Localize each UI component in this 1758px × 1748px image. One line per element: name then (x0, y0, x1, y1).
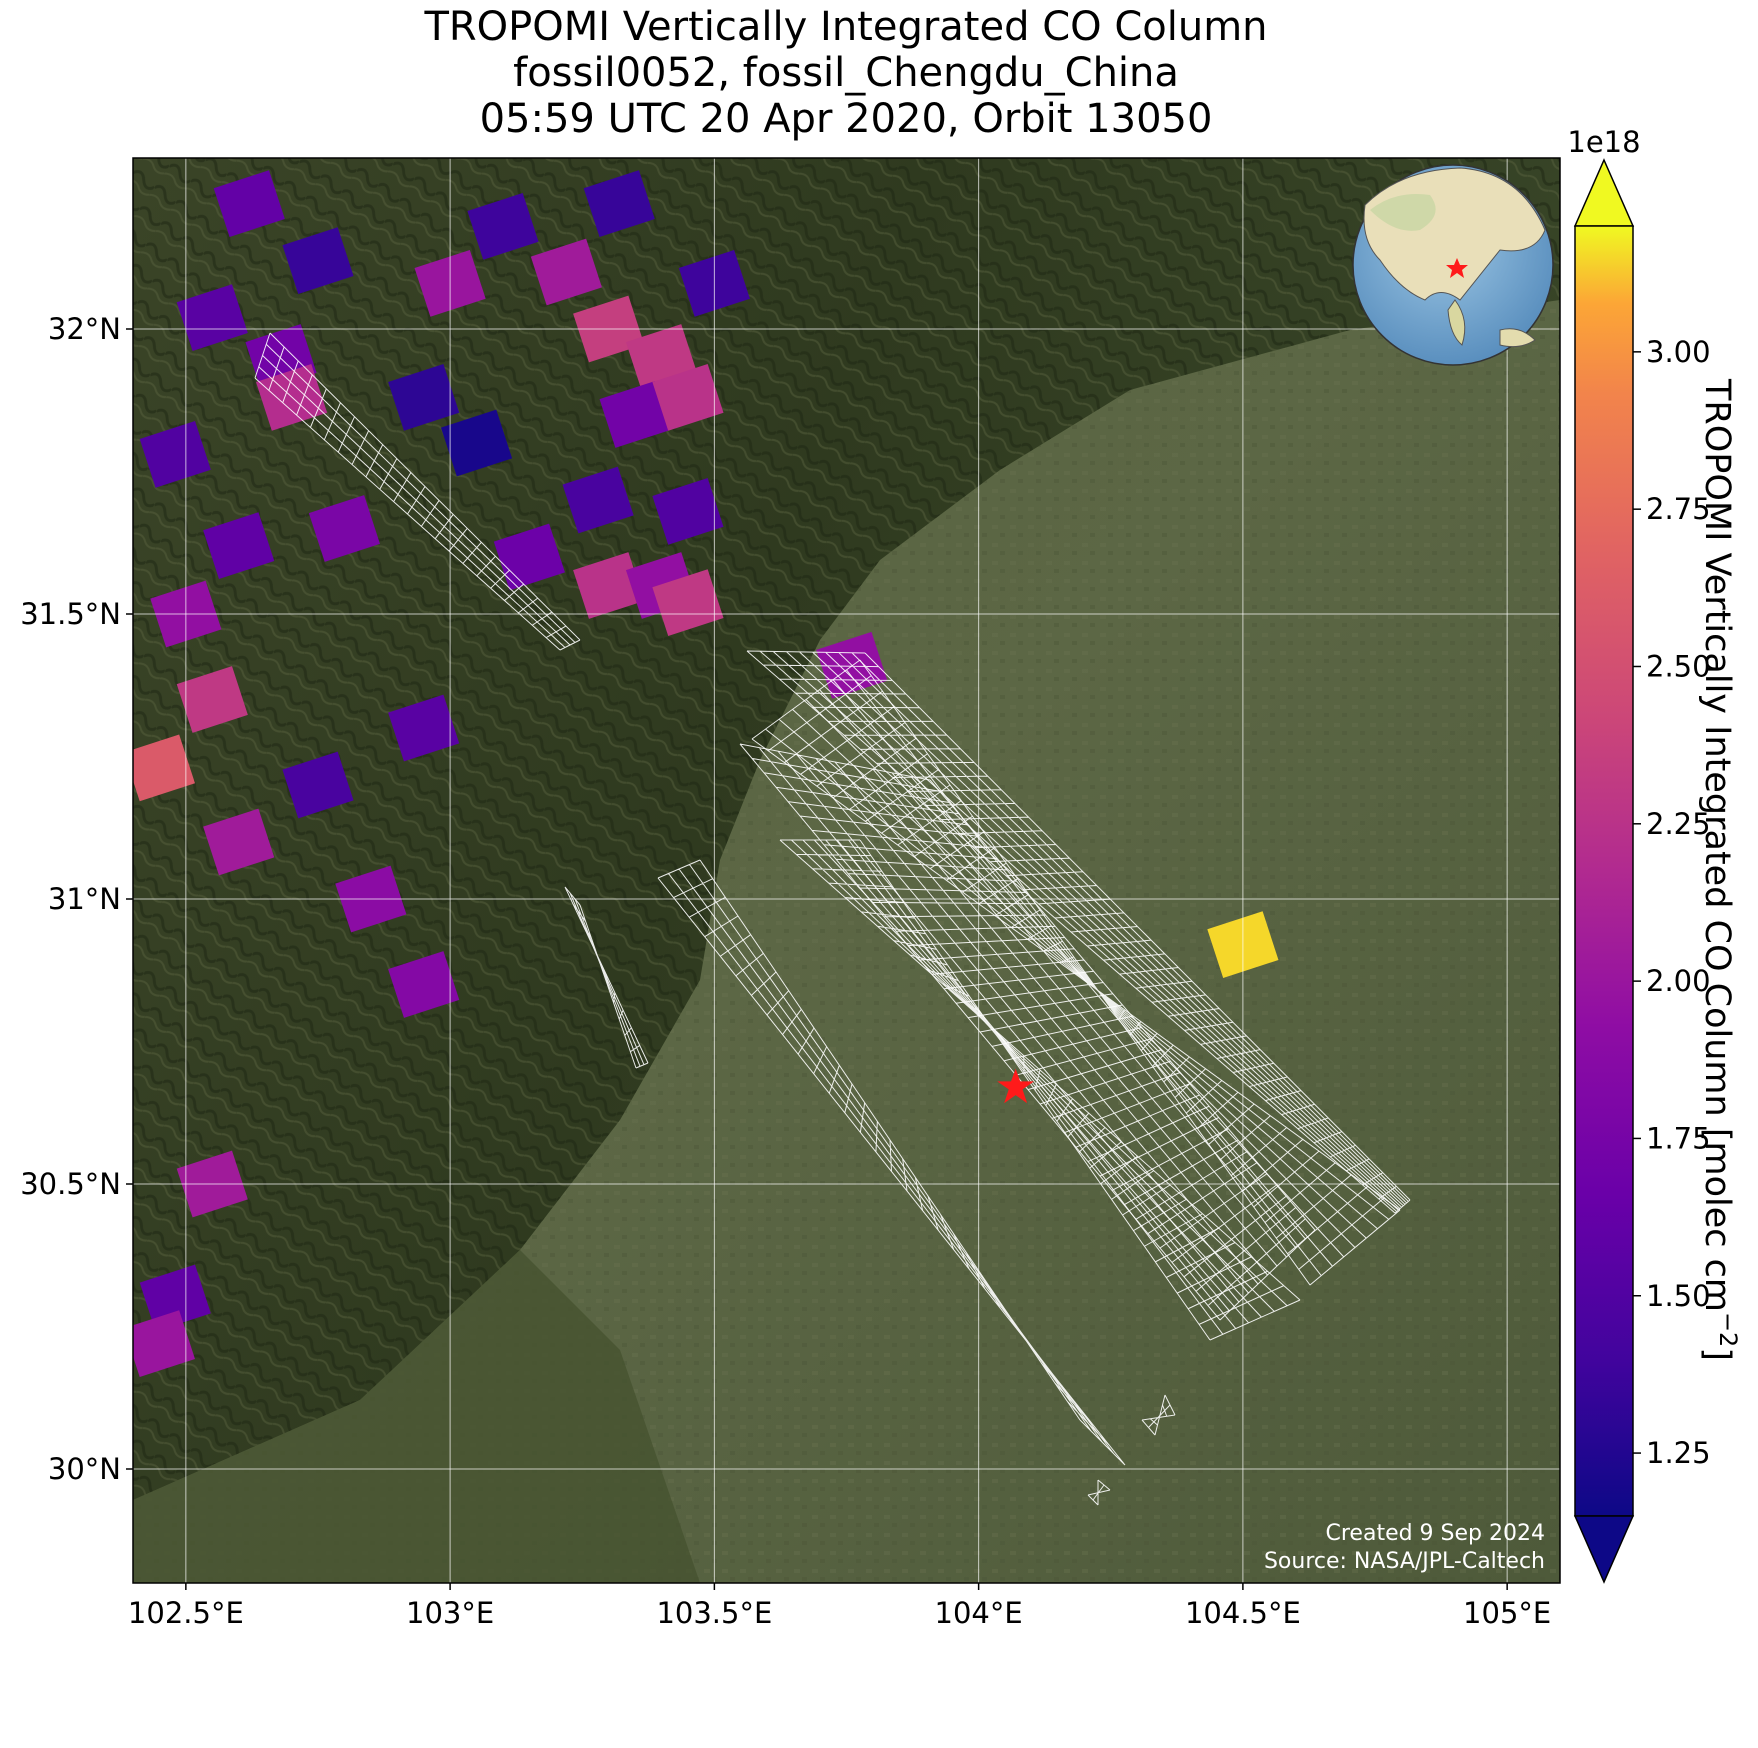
co-pixel (562, 466, 634, 534)
co-pixel (652, 364, 724, 431)
co-pixel (139, 1264, 211, 1332)
y-tick-label: 31.5°N (20, 597, 121, 631)
x-tick-label: 104.5°E (1185, 1596, 1301, 1630)
colorbar-exponent: 1e18 (1567, 125, 1640, 159)
co-pixel (652, 478, 724, 545)
empty-swath-mesh (746, 650, 1411, 1214)
globe-star-icon (1446, 258, 1468, 278)
x-tick-label: 103.5°E (656, 1596, 772, 1630)
basemap-ridges (133, 158, 1560, 1500)
co-pixel-layer (133, 170, 1279, 1377)
co-pixel (388, 364, 460, 431)
co-pixel (282, 227, 354, 294)
x-tick-label: 104°E (935, 1596, 1023, 1630)
title-line-3: 05:59 UTC 20 Apr 2020, Orbit 13050 (480, 96, 1213, 142)
globe-inset (1352, 164, 1554, 366)
globe-land-peninsula (1447, 299, 1466, 346)
co-pixel (176, 284, 248, 351)
co-pixel (133, 1310, 195, 1377)
credit-source: Source: NASA/JPL-Caltech (1264, 1549, 1545, 1574)
colorbar-tick-label: 3.00 (1646, 335, 1711, 369)
colorbar-label-exponent: −2 (1714, 1312, 1742, 1347)
y-tick-label: 31°N (48, 882, 121, 916)
co-pixel (203, 808, 275, 876)
basemap-southwest-hills (133, 1250, 700, 1583)
empty-swath-mesh (657, 859, 1126, 1466)
empty-swath-mesh (1141, 1394, 1176, 1436)
colorbar: 1.25 1.50 1.75 2.00 2.25 2.50 2.75 3.00 1e18 TR… (1567, 125, 1742, 1584)
co-pixel (203, 512, 275, 579)
map-frame (132, 157, 1561, 1584)
x-axis-ticks: 102.5°E 103°E 103.5°E 104°E 104.5°E 105°E (128, 1583, 1551, 1630)
co-pixel (493, 523, 565, 591)
title-line-2: fossil0052, fossil_Chengdu_China (513, 50, 1179, 96)
co-pixel (573, 552, 645, 619)
co-pixel (213, 170, 285, 237)
map-panel (133, 158, 1560, 1583)
colorbar-tick-label: 2.50 (1646, 649, 1711, 683)
y-axis-ticks: 32°N 31.5°N 31°N 30.5°N 30°N (20, 312, 133, 1486)
y-tick-label: 32°N (48, 312, 121, 346)
globe-land-steppe (1370, 194, 1436, 231)
colorbar-tick-label: 2.00 (1646, 964, 1711, 998)
empty-swath-mesh (739, 743, 1316, 1321)
co-pixel (176, 666, 248, 733)
co-pixel (388, 694, 460, 762)
colorbar-tick-label: 2.25 (1646, 807, 1711, 841)
co-pixel (599, 381, 671, 448)
empty-swath-mesh (1087, 1479, 1111, 1506)
colorbar-label-end: ] (1697, 1347, 1737, 1361)
co-pixel (467, 193, 539, 260)
credit-created: Created 9 Sep 2024 (1326, 1521, 1546, 1546)
co-pixel (139, 421, 211, 488)
empty-swath-mesh (779, 839, 1301, 1341)
co-pixel (583, 170, 655, 237)
colorbar-label-main: TROPOMI Vertically Integrated CO Column … (1697, 378, 1737, 1312)
empty-swath-grid-layer (254, 332, 1411, 1506)
globe-land-islands (1499, 328, 1536, 348)
colorbar-tick-label: 1.25 (1646, 1436, 1711, 1470)
colorbar-ticks: 1.25 1.50 1.75 2.00 2.25 2.50 2.75 3.00 (1633, 335, 1711, 1470)
co-pixel (388, 951, 460, 1018)
colorbar-tick-label: 2.75 (1646, 492, 1711, 526)
x-tick-label: 102.5°E (128, 1596, 244, 1630)
y-tick-label: 30°N (48, 1452, 121, 1486)
co-pixel (133, 734, 195, 802)
co-pixel (308, 495, 380, 562)
co-pixel (530, 238, 602, 306)
empty-swath-mesh (564, 886, 649, 1069)
colorbar-extend-max (1573, 158, 1635, 227)
co-pixel (282, 751, 354, 819)
colorbar-gradient (1574, 225, 1634, 1517)
empty-swath-mesh (254, 332, 581, 651)
y-tick-label: 30.5°N (20, 1167, 121, 1201)
colorbar-tick-label: 1.75 (1646, 1121, 1711, 1155)
graticule (133, 158, 1560, 1583)
co-pixel (440, 409, 513, 477)
co-pixel (652, 569, 724, 636)
colorbar-tick-label: 1.50 (1646, 1279, 1711, 1313)
x-tick-label: 105°E (1463, 1596, 1551, 1630)
title-line-1: TROPOMI Vertically Integrated CO Column (423, 4, 1267, 50)
colorbar-label: TROPOMI Vertically Integrated CO Column … (1697, 378, 1742, 1361)
target-star-icon (997, 1068, 1035, 1104)
colorbar-extend-min (1573, 1515, 1635, 1584)
x-tick-label: 103°E (406, 1596, 494, 1630)
